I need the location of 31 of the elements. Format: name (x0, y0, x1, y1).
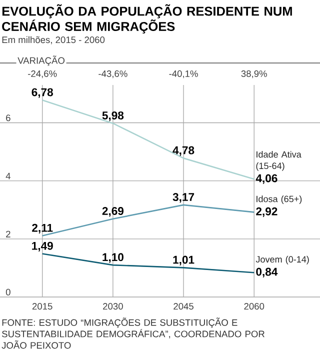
x-tick-label: 2030 (103, 303, 123, 310)
text: -43,6% (98, 70, 128, 78)
data-label: 0,84 (256, 268, 278, 278)
x-tick-label: 2015 (32, 303, 52, 310)
data-label: 1,49 (32, 242, 53, 252)
chart-subtitle: Em milhões, 2015 - 2060 (2, 36, 105, 44)
y-tick-label: 6 (6, 114, 10, 122)
y-tick-label: 0 (6, 288, 10, 296)
data-label: 1,01 (173, 256, 194, 266)
source-note: FONTE: ESTUDO “MIGRAÇÕES DE SUBSTITUIÇÃO E SUSTENTABILIDADE DEMOGRÁFICA”, COORDENADO POR JOÃO PEIXOTO (2, 318, 264, 349)
data-label: 2,11 (32, 224, 53, 234)
data-label: 2,69 (102, 207, 124, 217)
series-label: Idade Ativa (15-64) (256, 151, 302, 171)
data-label: 3,17 (172, 193, 194, 203)
text: 38,9% (241, 70, 267, 78)
data-label: 6,78 (32, 88, 53, 98)
text: VARIAÇÃO (18, 56, 65, 66)
y-tick-label: 2 (6, 230, 10, 238)
series-label: Idosa (65+) (256, 196, 302, 204)
data-label: 4,06 (256, 174, 278, 184)
x-tick-label: 2045 (174, 303, 194, 310)
data-label: 2,92 (256, 207, 278, 218)
data-label: 1,10 (102, 253, 124, 263)
text: -24,6% (28, 70, 57, 78)
x-tick-label: 2060 (244, 303, 264, 310)
data-label: 5,98 (102, 111, 124, 122)
y-tick-label: 4 (6, 172, 10, 180)
text: -40,1% (169, 70, 198, 78)
chart-title: EVOLUÇÃO DA POPULAÇÃO RESIDENTE NUM CENÁRIO SEM MIGRAÇÕES (2, 4, 292, 34)
data-label: 4,78 (172, 146, 194, 156)
series-label: Jovem (0-14) (256, 256, 309, 264)
